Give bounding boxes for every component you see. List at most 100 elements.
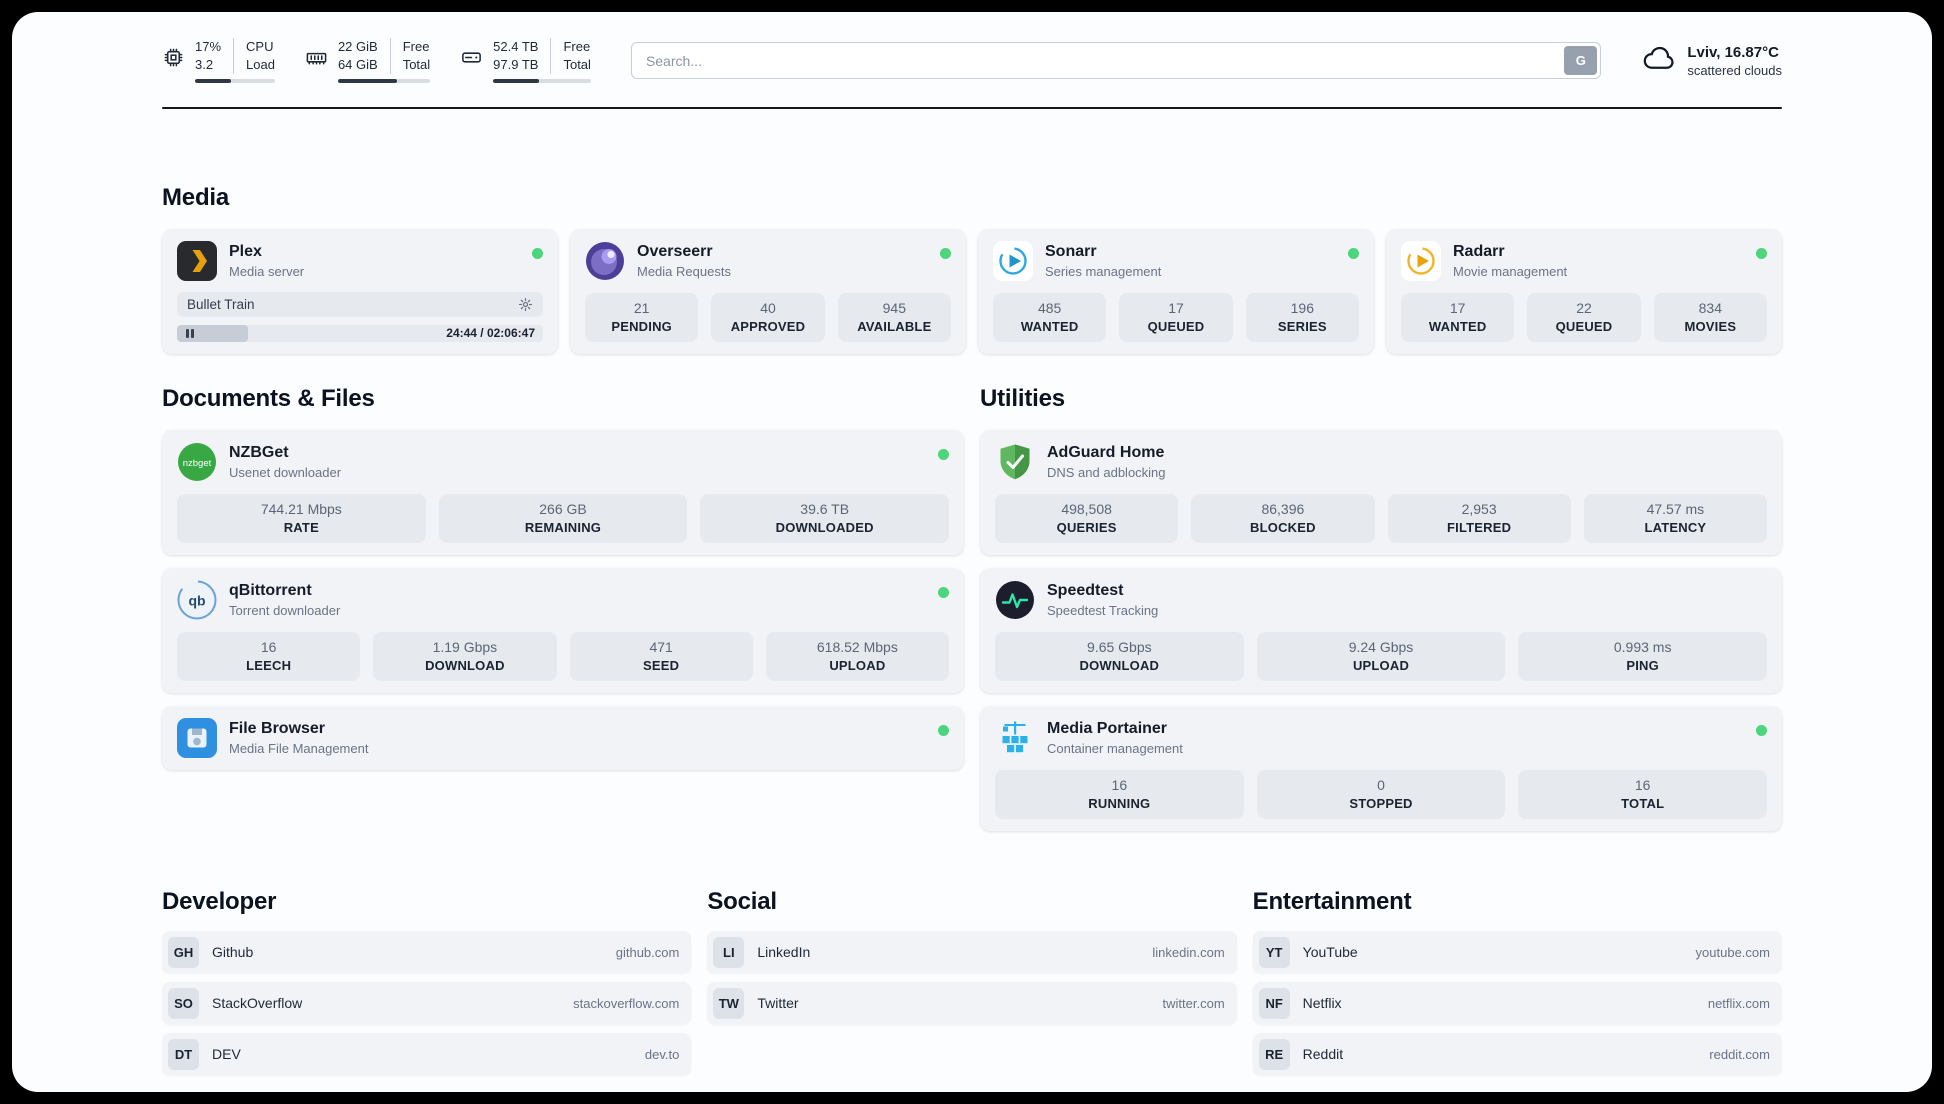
stat-tile: 2,953 FILTERED (1387, 494, 1571, 544)
bookmark-link[interactable]: NF Netflix netflix.com (1252, 982, 1782, 1025)
stat-value: 21 (633, 300, 650, 317)
stat-label: DOWNLOAD (1079, 658, 1160, 674)
stats-row: 17 WANTED 22 QUEUED 834 MOVIES (1401, 293, 1767, 343)
weather-widget: Lviv, 16.87°C scattered clouds (1641, 40, 1782, 81)
stat-value: 266 GB (539, 501, 587, 518)
pause-icon[interactable] (186, 329, 189, 339)
app-card-speedtest[interactable]: Speedtest Speedtest Tracking 9.65 Gbps DO… (980, 568, 1782, 694)
gear-icon[interactable] (518, 297, 533, 312)
speedtest-icon (995, 580, 1035, 620)
bookmark-name: Github (212, 944, 254, 961)
bookmark-name: YouTube (1302, 944, 1358, 961)
bookmark-domain: netflix.com (1707, 995, 1770, 1011)
cpu-widget: 17% 3.2 CPU Load (162, 38, 275, 84)
bookmark-link[interactable]: GH Github github.com (162, 931, 692, 974)
plex-progress-bar[interactable]: 24:44 / 02:06:47 (177, 325, 543, 343)
stat-tile: 1.19 Gbps DOWNLOAD (373, 632, 557, 682)
plex-now-playing: Bullet Train (177, 292, 543, 318)
pause-icon[interactable] (191, 329, 194, 339)
app-card-qbittorrent[interactable]: qb qBittorrent Torrent downloader 16 LEEC… (162, 568, 964, 694)
ram-total-value: 64 GiB (337, 57, 378, 73)
bookmark-link[interactable]: LI LinkedIn linkedin.com (707, 931, 1237, 974)
section-title-developer: Developer (162, 888, 277, 916)
search-engine-button[interactable]: G (1564, 46, 1598, 76)
system-stats: 17% 3.2 CPU Load (162, 38, 591, 84)
stat-value: 9.65 Gbps (1087, 639, 1152, 656)
bookmark-domain: youtube.com (1695, 944, 1770, 960)
qbittorrent-icon: qb (177, 580, 217, 620)
stats-row: 9.65 Gbps DOWNLOAD 9.24 Gbps UPLOAD 0.993 ms… (995, 632, 1768, 682)
stat-tile: 16 RUNNING (995, 770, 1244, 820)
app-card-overseerr[interactable]: Overseerr Media Requests 21 PENDING 40 APPR… (570, 229, 966, 355)
adguard-icon (995, 442, 1035, 482)
disk-usage-bar (493, 79, 591, 84)
ram-icon (305, 46, 328, 69)
app-name: Radarr (1453, 243, 1505, 261)
ram-usage-bar (337, 79, 431, 84)
section-title-entertainment: Entertainment (1252, 888, 1412, 916)
bookmark-link[interactable]: RE Reddit reddit.com (1252, 1033, 1782, 1076)
bookmark-domain: twitter.com (1162, 995, 1225, 1011)
now-playing-title: Bullet Train (187, 297, 255, 313)
stat-tile: 40 APPROVED (711, 293, 825, 343)
section-title-social: Social (707, 888, 777, 916)
app-subtitle: Movie management (1453, 264, 1568, 280)
search-input[interactable] (630, 42, 1602, 80)
stat-value: 40 (760, 300, 776, 317)
stat-label: UPLOAD (1352, 658, 1410, 674)
app-card-plex[interactable]: Plex Media server Bullet Train (162, 229, 558, 355)
stat-value: 0.993 ms (1613, 639, 1672, 656)
cpu-percent-value: 17% (195, 39, 222, 54)
bookmark-name: LinkedIn (757, 944, 811, 961)
app-name: Media Portainer (1047, 720, 1168, 738)
stat-label: RUNNING (1088, 796, 1151, 812)
bookmark-abbr: TW (713, 987, 745, 1019)
bookmark-link[interactable]: TW Twitter twitter.com (707, 982, 1237, 1025)
app-card-adguard[interactable]: AdGuard Home DNS and adblocking 498,508 Q… (980, 430, 1782, 556)
cpu-label: CPU (246, 39, 274, 54)
stat-label: SEED (643, 658, 680, 674)
bookmark-abbr: DT (168, 1038, 199, 1070)
status-dot (938, 449, 949, 461)
app-name: Sonarr (1045, 243, 1097, 261)
app-card-sonarr[interactable]: Sonarr Series management 485 WANTED 17 QUEU… (978, 229, 1374, 355)
stat-label: PENDING (611, 319, 672, 335)
app-name: File Browser (229, 720, 326, 738)
stat-tile: 39.6 TB DOWNLOADED (700, 494, 950, 544)
stat-label: PING (1626, 658, 1659, 674)
app-card-radarr[interactable]: Radarr Movie management 17 WANTED 22 QUEUED… (1386, 229, 1782, 355)
stat-tile: 834 MOVIES (1653, 293, 1767, 343)
weather-condition: scattered clouds (1687, 62, 1782, 78)
app-card-nzbget[interactable]: nzbget NZBGet Usenet downloader 744.21 M… (162, 430, 964, 556)
overseerr-icon (585, 241, 625, 281)
app-card-portainer[interactable]: Media Portainer Container management 16 R… (980, 706, 1782, 832)
bookmark-abbr: GH (168, 936, 199, 968)
stat-value: 0 (1377, 777, 1385, 794)
stats-row: 21 PENDING 40 APPROVED 945 AVAILABLE (585, 293, 951, 343)
bookmark-link[interactable]: YT YouTube youtube.com (1252, 931, 1782, 974)
disk-usage-bar-fill (493, 79, 540, 84)
bookmark-link[interactable]: SO StackOverflow stackoverflow.com (162, 982, 692, 1025)
stat-label: REMAINING (524, 520, 602, 536)
bookmark-abbr: YT (1258, 936, 1290, 968)
section-media: Media Plex Media server (162, 183, 1782, 355)
section-documents: Documents & Files nzbget NZBGet Usenet d… (162, 384, 964, 831)
stat-value: 17 (1449, 300, 1466, 317)
stat-value: 945 (882, 300, 906, 317)
stat-tile: 618.52 Mbps UPLOAD (765, 632, 949, 682)
bookmark-abbr: NF (1258, 987, 1290, 1019)
app-card-filebrowser[interactable]: File Browser Media File Management (162, 706, 964, 771)
stat-label: DOWNLOADED (775, 520, 874, 536)
stat-label: LEECH (246, 658, 292, 674)
bookmark-name: DEV (212, 1046, 241, 1063)
dashboard-frame: 17% 3.2 CPU Load (12, 12, 1932, 1092)
ram-free-label: Free (402, 39, 430, 54)
stat-value: 471 (649, 639, 673, 656)
stat-tile: 266 GB REMAINING (438, 494, 688, 544)
bookmark-link[interactable]: DT DEV dev.to (162, 1033, 692, 1076)
stat-value: 498,508 (1061, 501, 1112, 518)
stat-value: 16 (1634, 777, 1651, 794)
stats-row: 498,508 QUERIES 86,396 BLOCKED 2,953 FILTERED… (995, 494, 1767, 544)
disk-total-value: 97.9 TB (493, 57, 539, 73)
ram-free-value: 22 GiB (337, 39, 378, 54)
